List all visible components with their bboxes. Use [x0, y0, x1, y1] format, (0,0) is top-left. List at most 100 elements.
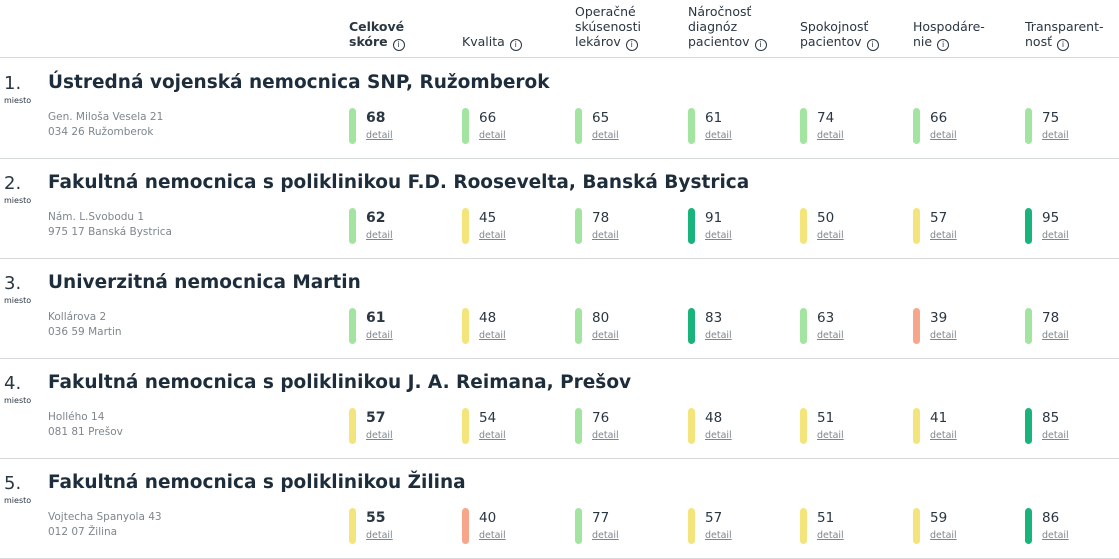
- hospital-name[interactable]: Fakultná nemocnica s poliklinikou F.D. R…: [48, 172, 750, 193]
- score-indicator-bar: [349, 308, 356, 344]
- info-icon[interactable]: i: [1056, 39, 1069, 51]
- detail-link[interactable]: detail: [705, 230, 732, 241]
- rank-label: miesto: [4, 96, 32, 105]
- detail-link[interactable]: detail: [592, 530, 619, 541]
- score-indicator-bar: [913, 308, 920, 344]
- hospital-row: 3. miesto Univerzitná nemocnica Martin Koll…: [0, 259, 1119, 359]
- score-value: 80: [592, 310, 610, 326]
- score-indicator-bar: [1025, 408, 1032, 444]
- hospital-name[interactable]: Univerzitná nemocnica Martin: [48, 272, 361, 293]
- score-indicator-bar: [800, 208, 807, 244]
- detail-link[interactable]: detail: [366, 230, 393, 241]
- score-indicator-bar: [349, 508, 356, 544]
- score-value: 51: [817, 510, 835, 526]
- rank-number: 1.: [4, 73, 22, 94]
- detail-link[interactable]: detail: [817, 530, 844, 541]
- detail-link[interactable]: detail: [930, 430, 957, 441]
- detail-link[interactable]: detail: [1042, 430, 1069, 441]
- score-value: 57: [705, 510, 723, 526]
- score-value: 83: [705, 310, 723, 326]
- detail-link[interactable]: detail: [930, 330, 957, 341]
- detail-link[interactable]: detail: [479, 130, 506, 141]
- detail-link[interactable]: detail: [705, 130, 732, 141]
- info-icon[interactable]: i: [754, 39, 767, 51]
- info-icon[interactable]: i: [392, 39, 405, 51]
- score-value: 39: [930, 310, 948, 326]
- score-value: 78: [592, 210, 610, 226]
- score-value: 59: [930, 510, 948, 526]
- detail-link[interactable]: detail: [366, 130, 393, 141]
- detail-link[interactable]: detail: [592, 330, 619, 341]
- detail-link[interactable]: detail: [817, 130, 844, 141]
- detail-link[interactable]: detail: [366, 330, 393, 341]
- detail-link[interactable]: detail: [366, 430, 393, 441]
- score-value: 66: [479, 110, 497, 126]
- column-header-label: Celkové skóre: [349, 19, 405, 49]
- rank-number: 4.: [4, 373, 22, 394]
- address-line: 036 59 Martin: [48, 326, 122, 338]
- hospital-address: Nám. L.Svobodu 1 975 17 Banská Bystrica: [48, 210, 172, 240]
- detail-link[interactable]: detail: [1042, 530, 1069, 541]
- score-indicator-bar: [1025, 108, 1032, 144]
- score-value: 86: [1042, 510, 1060, 526]
- column-header: Celkové skóre i: [349, 19, 405, 51]
- hospital-address: Gen. Miloša Vesela 21 034 26 Ružomberok: [48, 110, 163, 140]
- detail-link[interactable]: detail: [705, 330, 732, 341]
- score-value: 76: [592, 410, 610, 426]
- score-value: 61: [705, 110, 723, 126]
- info-icon[interactable]: i: [866, 39, 879, 51]
- score-value: 62: [366, 210, 386, 226]
- rank-number: 3.: [4, 273, 22, 294]
- column-header: Spokojnosť pacientov i: [800, 19, 879, 51]
- detail-link[interactable]: detail: [817, 330, 844, 341]
- hospital-row: 2. miesto Fakultná nemocnica s polikliniko…: [0, 159, 1119, 259]
- score-value: 61: [366, 310, 386, 326]
- rank-label: miesto: [4, 396, 32, 405]
- detail-link[interactable]: detail: [930, 130, 957, 141]
- detail-link[interactable]: detail: [592, 430, 619, 441]
- info-icon[interactable]: i: [937, 39, 950, 51]
- address-line: 975 17 Banská Bystrica: [48, 226, 172, 238]
- info-icon[interactable]: i: [509, 39, 522, 51]
- rank-number: 2.: [4, 173, 22, 194]
- detail-link[interactable]: detail: [592, 130, 619, 141]
- detail-link[interactable]: detail: [1042, 230, 1069, 241]
- detail-link[interactable]: detail: [479, 430, 506, 441]
- score-indicator-bar: [800, 108, 807, 144]
- hospital-name[interactable]: Fakultná nemocnica s poliklinikou Žilina: [48, 472, 466, 493]
- detail-link[interactable]: detail: [366, 530, 393, 541]
- detail-link[interactable]: detail: [817, 430, 844, 441]
- detail-link[interactable]: detail: [930, 530, 957, 541]
- hospital-name[interactable]: Fakultná nemocnica s poliklinikou J. A. …: [48, 372, 632, 393]
- score-indicator-bar: [1025, 508, 1032, 544]
- score-value: 91: [705, 210, 723, 226]
- score-value: 41: [930, 410, 948, 426]
- address-line: Hollého 14: [48, 411, 105, 423]
- hospital-name[interactable]: Ústredná vojenská nemocnica SNP, Ružombe…: [48, 72, 550, 93]
- info-icon[interactable]: i: [625, 39, 638, 51]
- detail-link[interactable]: detail: [705, 430, 732, 441]
- score-value: 68: [366, 110, 386, 126]
- score-value: 63: [817, 310, 835, 326]
- detail-link[interactable]: detail: [1042, 330, 1069, 341]
- score-indicator-bar: [349, 208, 356, 244]
- detail-link[interactable]: detail: [1042, 130, 1069, 141]
- score-indicator-bar: [688, 408, 695, 444]
- score-indicator-bar: [913, 508, 920, 544]
- address-line: 012 07 Žilina: [48, 526, 118, 538]
- detail-link[interactable]: detail: [592, 230, 619, 241]
- detail-link[interactable]: detail: [479, 230, 506, 241]
- detail-link[interactable]: detail: [705, 530, 732, 541]
- hospital-address: Vojtecha Spanyola 43 012 07 Žilina: [48, 510, 162, 540]
- column-header-label: Náročnosť diagnóz pacientov: [688, 4, 752, 49]
- column-header-label: Spokojnosť pacientov: [800, 19, 869, 49]
- hospital-address: Hollého 14 081 81 Prešov: [48, 410, 123, 440]
- detail-link[interactable]: detail: [817, 230, 844, 241]
- detail-link[interactable]: detail: [479, 530, 506, 541]
- score-indicator-bar: [575, 308, 582, 344]
- address-line: 034 26 Ružomberok: [48, 126, 154, 138]
- detail-link[interactable]: detail: [479, 330, 506, 341]
- address-line: Kollárova 2: [48, 311, 107, 323]
- column-header-label: Transparent- nosť: [1025, 19, 1104, 49]
- detail-link[interactable]: detail: [930, 230, 957, 241]
